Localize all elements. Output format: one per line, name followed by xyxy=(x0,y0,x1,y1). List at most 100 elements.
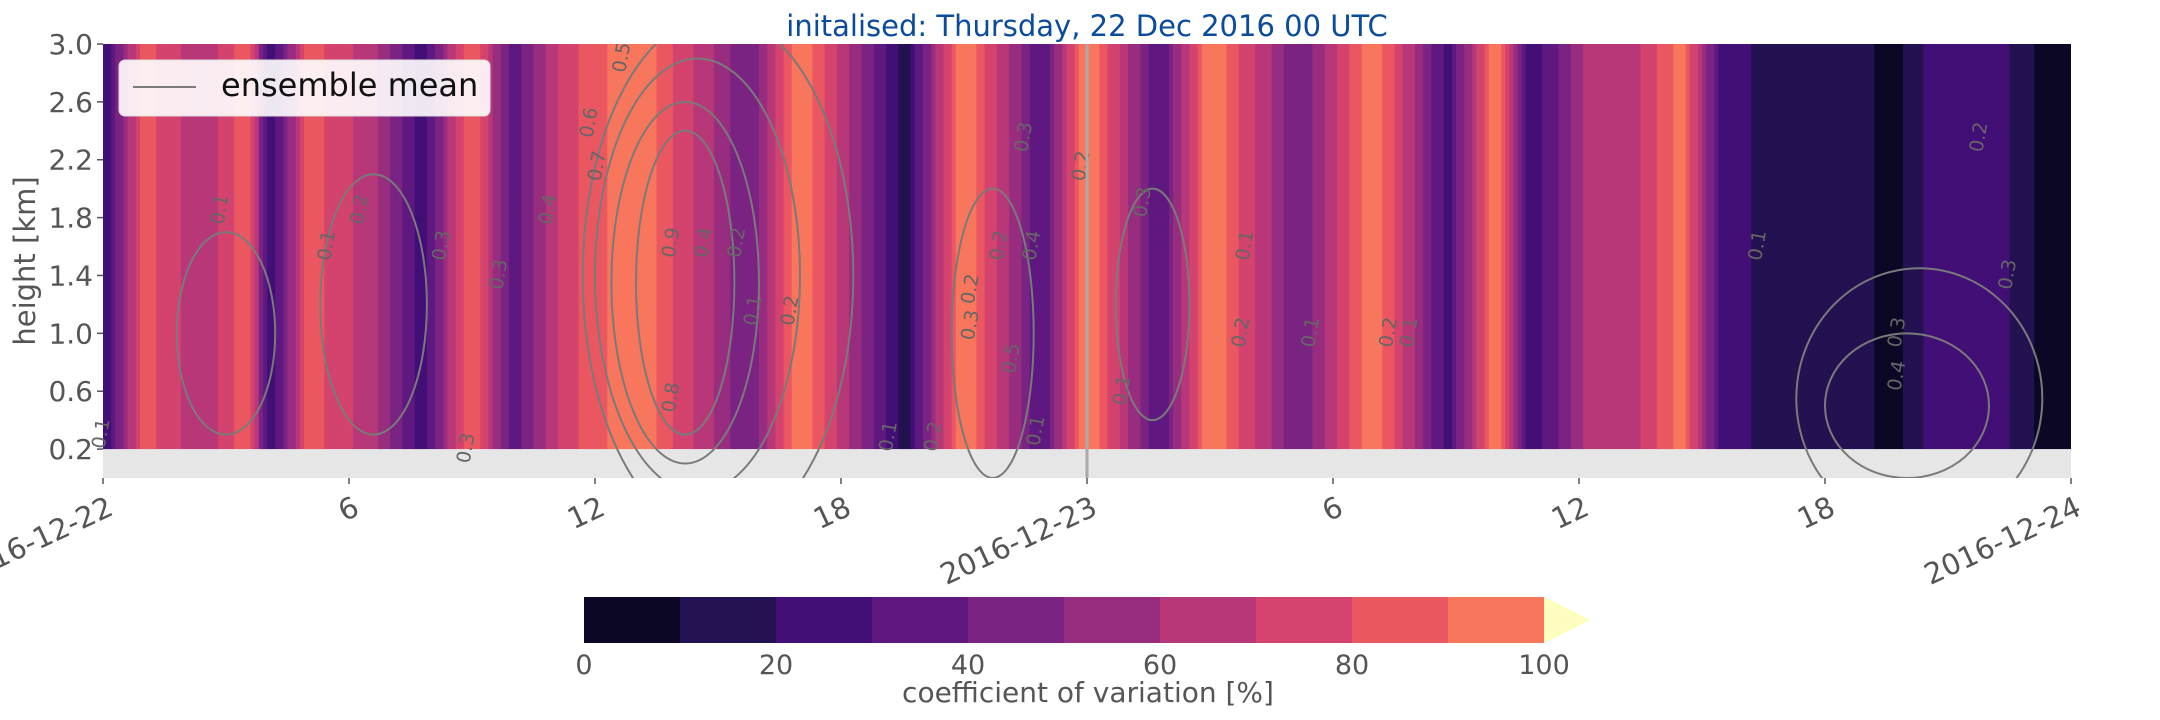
cov-cell xyxy=(1189,44,1195,450)
cov-cell xyxy=(2062,44,2068,450)
cov-cell xyxy=(1800,44,1806,450)
cov-cell xyxy=(180,44,186,450)
cov-cell xyxy=(1013,44,1019,450)
cov-cell xyxy=(1091,44,1096,450)
cov-cell xyxy=(1419,44,1424,450)
cov-cell xyxy=(1767,44,1773,450)
cov-cell xyxy=(1087,44,1092,450)
cov-cell xyxy=(398,44,404,450)
cov-cell xyxy=(496,44,502,450)
cov-cell xyxy=(906,44,912,450)
cov-cell xyxy=(1661,44,1666,450)
cov-cell xyxy=(1353,44,1359,450)
cov-cell xyxy=(1591,44,1597,450)
cov-cell xyxy=(525,44,531,450)
cov-cell xyxy=(2034,44,2039,450)
cov-cell xyxy=(877,44,883,450)
contour-label: 0.4 xyxy=(1018,229,1045,263)
cov-cell xyxy=(1718,44,1724,450)
cov-cell xyxy=(1759,44,1765,450)
cov-cell xyxy=(541,44,547,450)
contour-label: 0.2 xyxy=(777,294,804,328)
cov-cell xyxy=(295,44,301,450)
cov-cell xyxy=(164,44,170,450)
cov-cell xyxy=(1320,44,1326,450)
cov-cell xyxy=(1837,44,1843,450)
contour-label: 0.3 xyxy=(485,258,512,292)
x-tick-label: 18 xyxy=(808,490,856,536)
x-tick-label: 18 xyxy=(1792,490,1840,536)
cov-cell xyxy=(1943,44,1949,450)
cov-cell xyxy=(861,44,867,450)
cov-cell xyxy=(394,44,399,450)
cov-cell xyxy=(1300,44,1306,450)
cov-cell xyxy=(115,44,121,450)
cov-cell xyxy=(1066,44,1072,450)
colorbar-segment xyxy=(584,597,681,643)
cov-cell xyxy=(246,44,252,450)
cov-cell xyxy=(1624,44,1629,450)
cov-cell xyxy=(402,44,408,450)
contour-label: 0.1 xyxy=(1297,316,1324,350)
cov-cell xyxy=(988,44,994,450)
cov-cell xyxy=(1841,44,1847,450)
cov-cell xyxy=(1554,44,1560,450)
contour-label: 0.1 xyxy=(740,294,767,328)
cov-cell xyxy=(1993,44,1998,450)
cov-cell xyxy=(660,44,666,450)
cov-cell xyxy=(1861,44,1867,450)
cov-cell xyxy=(1853,44,1859,450)
cov-cell xyxy=(1521,44,1527,450)
contour-label: 0.1 xyxy=(1109,373,1136,407)
cov-cell xyxy=(1337,44,1342,450)
cov-cell xyxy=(1263,44,1269,450)
cov-cell xyxy=(1960,44,1966,450)
cov-cell xyxy=(709,44,715,450)
cov-cell xyxy=(2054,44,2060,450)
cov-cell xyxy=(910,44,916,450)
cov-cell xyxy=(1599,44,1605,450)
cov-cell xyxy=(1058,44,1064,450)
cov-cell xyxy=(488,44,494,450)
cov-cell xyxy=(964,44,969,450)
contour-line xyxy=(1795,267,2044,478)
cov-cell xyxy=(287,44,293,450)
y-tick-label: 1.4 xyxy=(48,259,93,292)
cov-cell xyxy=(894,44,900,450)
cov-cell xyxy=(1583,44,1588,450)
cov-cell xyxy=(279,44,285,450)
cov-cell xyxy=(390,44,395,450)
cov-cell xyxy=(127,44,133,450)
cov-cell xyxy=(623,44,629,450)
cov-cell xyxy=(554,44,559,450)
cov-cell xyxy=(1074,44,1080,450)
cov-cell xyxy=(1341,44,1347,450)
cov-cell xyxy=(291,44,297,450)
cov-cell xyxy=(283,44,289,450)
cov-cell xyxy=(1771,44,1777,450)
cov-cell xyxy=(2038,44,2044,450)
cov-cell xyxy=(1369,44,1375,450)
cov-cell xyxy=(959,44,965,450)
cov-cell xyxy=(1169,44,1174,450)
contour-label: 0.3 xyxy=(453,431,480,465)
cov-cell xyxy=(2050,44,2056,450)
cov-cell xyxy=(1784,44,1789,450)
cov-cell xyxy=(1685,44,1691,450)
cov-cell xyxy=(1775,44,1781,450)
cov-cell xyxy=(1009,44,1014,450)
cov-cell xyxy=(1025,44,1031,450)
colorbar-segment xyxy=(1064,597,1161,643)
cov-cell xyxy=(1907,44,1912,450)
cov-cell xyxy=(701,44,707,450)
cov-cell xyxy=(590,44,596,450)
cov-cell xyxy=(763,44,768,450)
cov-cell xyxy=(131,44,137,450)
cov-cell xyxy=(1226,44,1232,450)
cov-cell xyxy=(845,44,850,450)
cov-cell xyxy=(1111,44,1117,450)
cov-cell xyxy=(1804,44,1810,450)
cov-cell xyxy=(328,44,334,450)
cov-cell xyxy=(627,44,633,450)
